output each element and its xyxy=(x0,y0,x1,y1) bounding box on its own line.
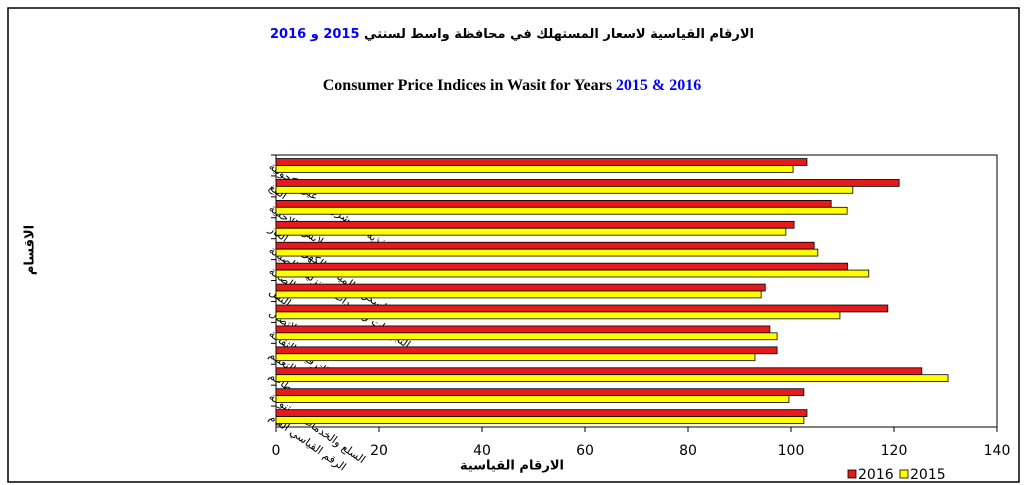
legend-swatch xyxy=(899,469,909,479)
y-axis-label: الاقسام xyxy=(23,225,38,275)
bar xyxy=(275,374,949,382)
legend-label: 2015 xyxy=(910,467,946,483)
bar xyxy=(275,262,849,271)
title-ar-years: 2015 و 2016 xyxy=(270,27,360,42)
bar xyxy=(275,200,832,208)
bar xyxy=(275,290,762,299)
x-tick-label: 20 xyxy=(370,443,388,459)
bar xyxy=(275,227,787,236)
title-en-text: Consumer Price Indices in Wasit for Year… xyxy=(323,77,612,94)
bar xyxy=(275,416,805,424)
bar xyxy=(275,241,815,250)
title-en-years: 2015 & 2016 xyxy=(616,77,701,94)
bar xyxy=(275,165,794,173)
bar xyxy=(275,206,848,215)
bar xyxy=(275,388,805,397)
bar xyxy=(275,283,766,292)
bar xyxy=(275,325,771,334)
title-ar: الارقام القياسية لاسعار المستهلك في محاف… xyxy=(270,27,754,42)
bar xyxy=(275,395,790,403)
x-tick-label: 140 xyxy=(984,443,1011,459)
bar xyxy=(275,179,900,187)
legend-label: 2016 xyxy=(858,467,894,483)
bar xyxy=(275,220,795,229)
x-tick-label: 120 xyxy=(881,443,908,459)
bar xyxy=(275,332,778,341)
bar xyxy=(275,346,778,355)
bar xyxy=(275,158,808,166)
title-en: Consumer Price Indices in Wasit for Year… xyxy=(323,77,702,94)
x-tick-label: 40 xyxy=(473,443,491,459)
bar xyxy=(275,248,819,257)
bar xyxy=(275,185,854,194)
bar xyxy=(275,304,889,313)
x-axis-label: الارقام القياسية xyxy=(460,459,564,474)
x-tick-label: 80 xyxy=(679,443,697,459)
bar xyxy=(275,409,808,417)
x-tick-label: 0 xyxy=(272,443,281,459)
legend-swatch xyxy=(847,469,857,479)
x-tick-label: 100 xyxy=(778,443,805,459)
bar xyxy=(275,367,923,376)
x-tick-label: 60 xyxy=(576,443,594,459)
bar xyxy=(275,269,870,278)
bar xyxy=(275,311,841,320)
title-ar-text: الارقام القياسية لاسعار المستهلك في محاف… xyxy=(364,27,754,42)
bar xyxy=(275,353,756,362)
